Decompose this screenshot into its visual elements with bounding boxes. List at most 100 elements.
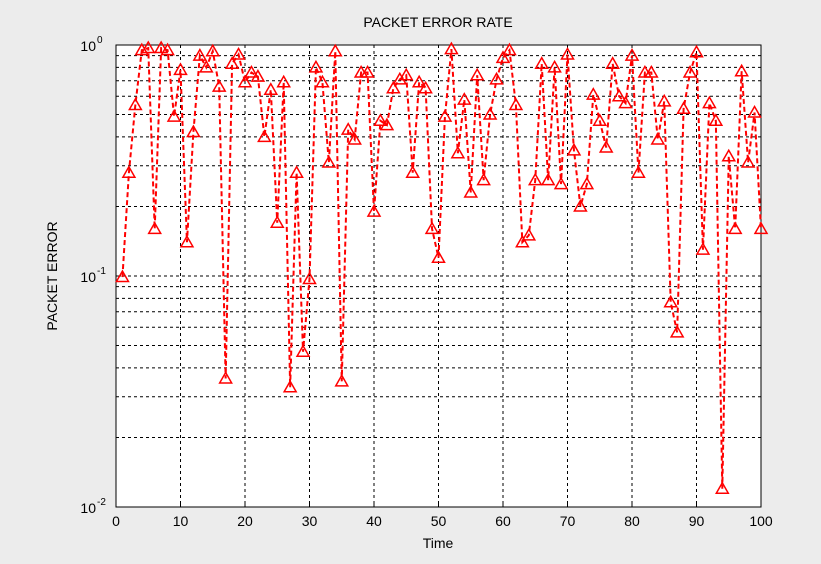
data-marker [411,74,427,88]
x-axis-label: Time [423,535,454,551]
data-marker [515,234,530,248]
data-marker [495,50,511,64]
x-tick-label: 80 [624,513,640,529]
data-marker [508,97,524,111]
data-marker [450,145,466,159]
data-marker [469,67,485,81]
data-marker [192,48,208,61]
data-marker [644,65,659,78]
x-tick-label: 20 [237,513,253,529]
x-tick-label: 40 [366,513,382,529]
data-marker [166,109,182,122]
data-marker [560,46,575,60]
data-marker [295,344,311,357]
data-marker [386,80,401,94]
data-marker [115,269,130,283]
y-tick-exponent: 0 [97,35,103,46]
series-line [121,46,762,489]
data-marker [315,74,330,88]
data-marker [340,122,356,135]
y-axis-label: PACKET ERROR [44,221,60,330]
data-marker [689,44,704,58]
y-tick-exponent: -1 [97,266,106,277]
data-marker [598,139,614,153]
data-marker [257,129,272,143]
y-tick-base: 10 [80,500,96,516]
data-marker [753,221,769,235]
x-tick-label: 60 [495,513,511,529]
data-marker [263,82,279,96]
data-marker [179,234,195,248]
data-marker [592,113,608,126]
data-marker [521,227,537,241]
data-marker [457,92,472,105]
x-tick-label: 10 [173,513,189,529]
data-marker [199,59,214,73]
data-marker [128,97,143,111]
data-marker [392,71,408,85]
data-marker [747,105,762,118]
data-marker [540,172,556,186]
data-marker [702,95,717,109]
data-marker [224,56,240,69]
data-marker [669,324,685,338]
data-marker [586,87,601,100]
data-marker [334,373,350,387]
x-tick-label: 0 [112,513,120,529]
data-marker [734,63,749,77]
x-tick-label: 70 [560,513,576,529]
y-tick-label: 10 [80,500,96,516]
data-marker [308,59,324,73]
data-marker [231,46,246,60]
data-marker [656,93,672,107]
data-marker [153,40,169,54]
data-marker [444,41,459,55]
data-marker [302,271,317,285]
data-marker [282,379,298,393]
data-marker [424,221,440,235]
y-tick-base: 10 [80,269,96,285]
data-marker [715,481,730,494]
data-marker [211,79,227,92]
data-marker [269,215,285,229]
data-marker [360,65,375,78]
y-tick-label: 10 [80,38,96,54]
data-marker [489,71,504,85]
data-marker [237,74,253,88]
data-marker [721,148,737,162]
data-marker [573,198,588,212]
axes-box [115,44,762,508]
data-marker [431,250,446,263]
data-marker [463,184,479,198]
data-marker [727,221,743,235]
y-tick-exponent: -2 [97,497,106,508]
data-marker [624,48,640,61]
data-marker [121,165,137,178]
data-marker [418,80,433,94]
data-marker [140,40,156,54]
data-marker [373,113,388,126]
y-tick-label: 10 [80,269,96,285]
data-marker [276,74,291,88]
data-marker [676,101,691,114]
data-marker [366,204,382,217]
data-marker [708,113,724,126]
x-tick-label: 100 [749,513,773,529]
data-marker [663,294,678,308]
data-marker [437,109,453,122]
data-marker [476,172,491,186]
data-marker [547,59,562,73]
data-marker [205,43,221,57]
data-marker [347,131,362,145]
data-marker [611,88,627,102]
data-marker [147,221,162,235]
data-marker [566,142,582,156]
data-marker [482,107,498,120]
data-marker [405,165,420,178]
data-marker [650,131,666,145]
data-marker [527,172,543,186]
chart-title: PACKET ERROR RATE [363,14,512,30]
data-marker [398,67,414,81]
data-marker [379,117,395,131]
